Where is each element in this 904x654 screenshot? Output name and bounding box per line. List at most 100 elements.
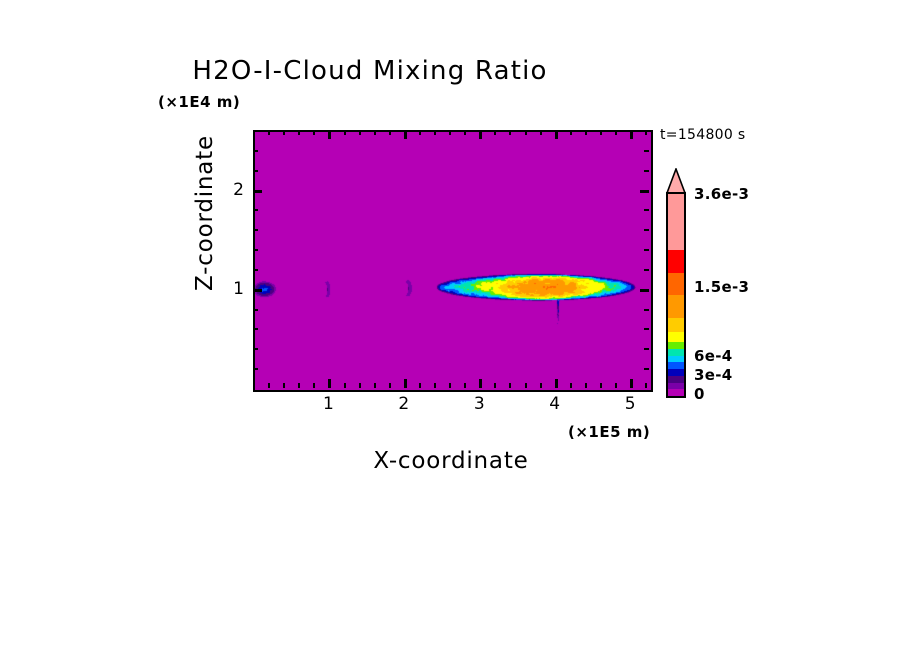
- tick-mark: [449, 130, 451, 135]
- time-stamp-label: t=154800 s: [660, 127, 746, 143]
- tick-mark: [283, 383, 285, 388]
- tick-mark: [389, 383, 391, 388]
- tick-mark: [494, 130, 496, 135]
- tick-mark: [640, 289, 649, 292]
- tick-mark: [644, 328, 649, 330]
- tick-mark: [464, 130, 466, 135]
- tick-mark: [630, 379, 633, 388]
- colorbar-tick-label: 6e-4: [694, 347, 733, 365]
- x-tick-label: 5: [624, 394, 636, 414]
- colorbar-band: [668, 369, 684, 376]
- tick-mark: [644, 209, 649, 211]
- y-tick-label: 1: [233, 278, 244, 299]
- tick-mark: [253, 368, 258, 370]
- tick-mark: [253, 249, 258, 251]
- tick-mark: [344, 130, 346, 135]
- tick-mark: [328, 379, 331, 388]
- tick-mark: [404, 379, 407, 388]
- colorbar-tick-label: 1.5e-3: [694, 278, 750, 296]
- tick-mark: [645, 383, 647, 388]
- tick-mark: [540, 383, 542, 388]
- tick-mark: [253, 328, 258, 330]
- tick-mark: [464, 383, 466, 388]
- tick-mark: [479, 130, 482, 139]
- tick-mark: [328, 130, 331, 139]
- contour-field: [255, 132, 651, 390]
- tick-mark: [540, 130, 542, 135]
- tick-mark: [374, 130, 376, 135]
- tick-mark: [525, 130, 527, 135]
- tick-mark: [268, 383, 270, 388]
- tick-mark: [253, 269, 258, 271]
- tick-mark: [374, 383, 376, 388]
- tick-mark: [600, 383, 602, 388]
- tick-mark: [359, 383, 361, 388]
- tick-mark: [525, 383, 527, 388]
- tick-mark: [644, 368, 649, 370]
- tick-mark: [600, 130, 602, 135]
- y-axis-title: Z-coordinate: [192, 135, 218, 291]
- tick-mark: [644, 150, 649, 152]
- tick-mark: [615, 383, 617, 388]
- tick-mark: [298, 130, 300, 135]
- tick-mark: [404, 130, 407, 139]
- x-tick-label: 2: [398, 394, 410, 414]
- tick-mark: [555, 130, 558, 139]
- tick-mark: [509, 130, 511, 135]
- colorbar-band: [668, 355, 684, 363]
- tick-mark: [419, 383, 421, 388]
- tick-mark: [555, 379, 558, 388]
- colorbar-tick-label: 0: [694, 385, 705, 403]
- plot-area: [253, 130, 653, 392]
- tick-mark: [644, 348, 649, 350]
- tick-mark: [494, 383, 496, 388]
- tick-mark: [268, 130, 270, 135]
- tick-mark: [640, 190, 649, 193]
- colorbar: [666, 192, 686, 398]
- tick-mark: [283, 130, 285, 135]
- x-tick-label: 3: [473, 394, 485, 414]
- tick-mark: [434, 383, 436, 388]
- colorbar-band: [668, 389, 684, 396]
- colorbar-tick-label: 3.6e-3: [694, 185, 750, 203]
- tick-mark: [253, 309, 258, 311]
- tick-mark: [509, 383, 511, 388]
- tick-mark: [479, 379, 482, 388]
- tick-mark: [419, 130, 421, 135]
- tick-mark: [644, 170, 649, 172]
- colorbar-band: [668, 349, 684, 356]
- colorbar-band: [668, 295, 684, 319]
- tick-mark: [253, 209, 258, 211]
- colorbar-band: [668, 194, 684, 251]
- colorbar-band: [668, 342, 684, 350]
- tick-mark: [253, 170, 258, 172]
- tick-mark: [253, 348, 258, 350]
- x-axis-unit-label: (×1E5 m): [568, 423, 651, 441]
- tick-mark: [644, 269, 649, 271]
- y-tick-label: 2: [233, 179, 244, 200]
- y-axis-unit-label: (×1E4 m): [158, 93, 241, 111]
- tick-mark: [359, 130, 361, 135]
- colorbar-band: [668, 272, 684, 296]
- tick-mark: [253, 150, 258, 152]
- tick-mark: [570, 383, 572, 388]
- colorbar-band: [668, 318, 684, 332]
- tick-mark: [449, 383, 451, 388]
- colorbar-tick-label: 3e-4: [694, 366, 733, 384]
- x-axis-title: X-coordinate: [373, 448, 529, 474]
- x-tick-label: 1: [323, 394, 334, 414]
- tick-mark: [298, 383, 300, 388]
- colorbar-band: [668, 362, 684, 370]
- tick-mark: [389, 130, 391, 135]
- tick-mark: [313, 383, 315, 388]
- colorbar-over-arrow: [666, 168, 686, 194]
- tick-mark: [645, 130, 647, 135]
- x-tick-label: 4: [549, 394, 561, 414]
- colorbar-band: [668, 375, 684, 383]
- tick-mark: [644, 249, 649, 251]
- page-title: H2O-I-Cloud Mixing Ratio: [192, 56, 548, 86]
- tick-mark: [434, 130, 436, 135]
- tick-mark: [644, 309, 649, 311]
- tick-mark: [253, 229, 258, 231]
- tick-mark: [344, 383, 346, 388]
